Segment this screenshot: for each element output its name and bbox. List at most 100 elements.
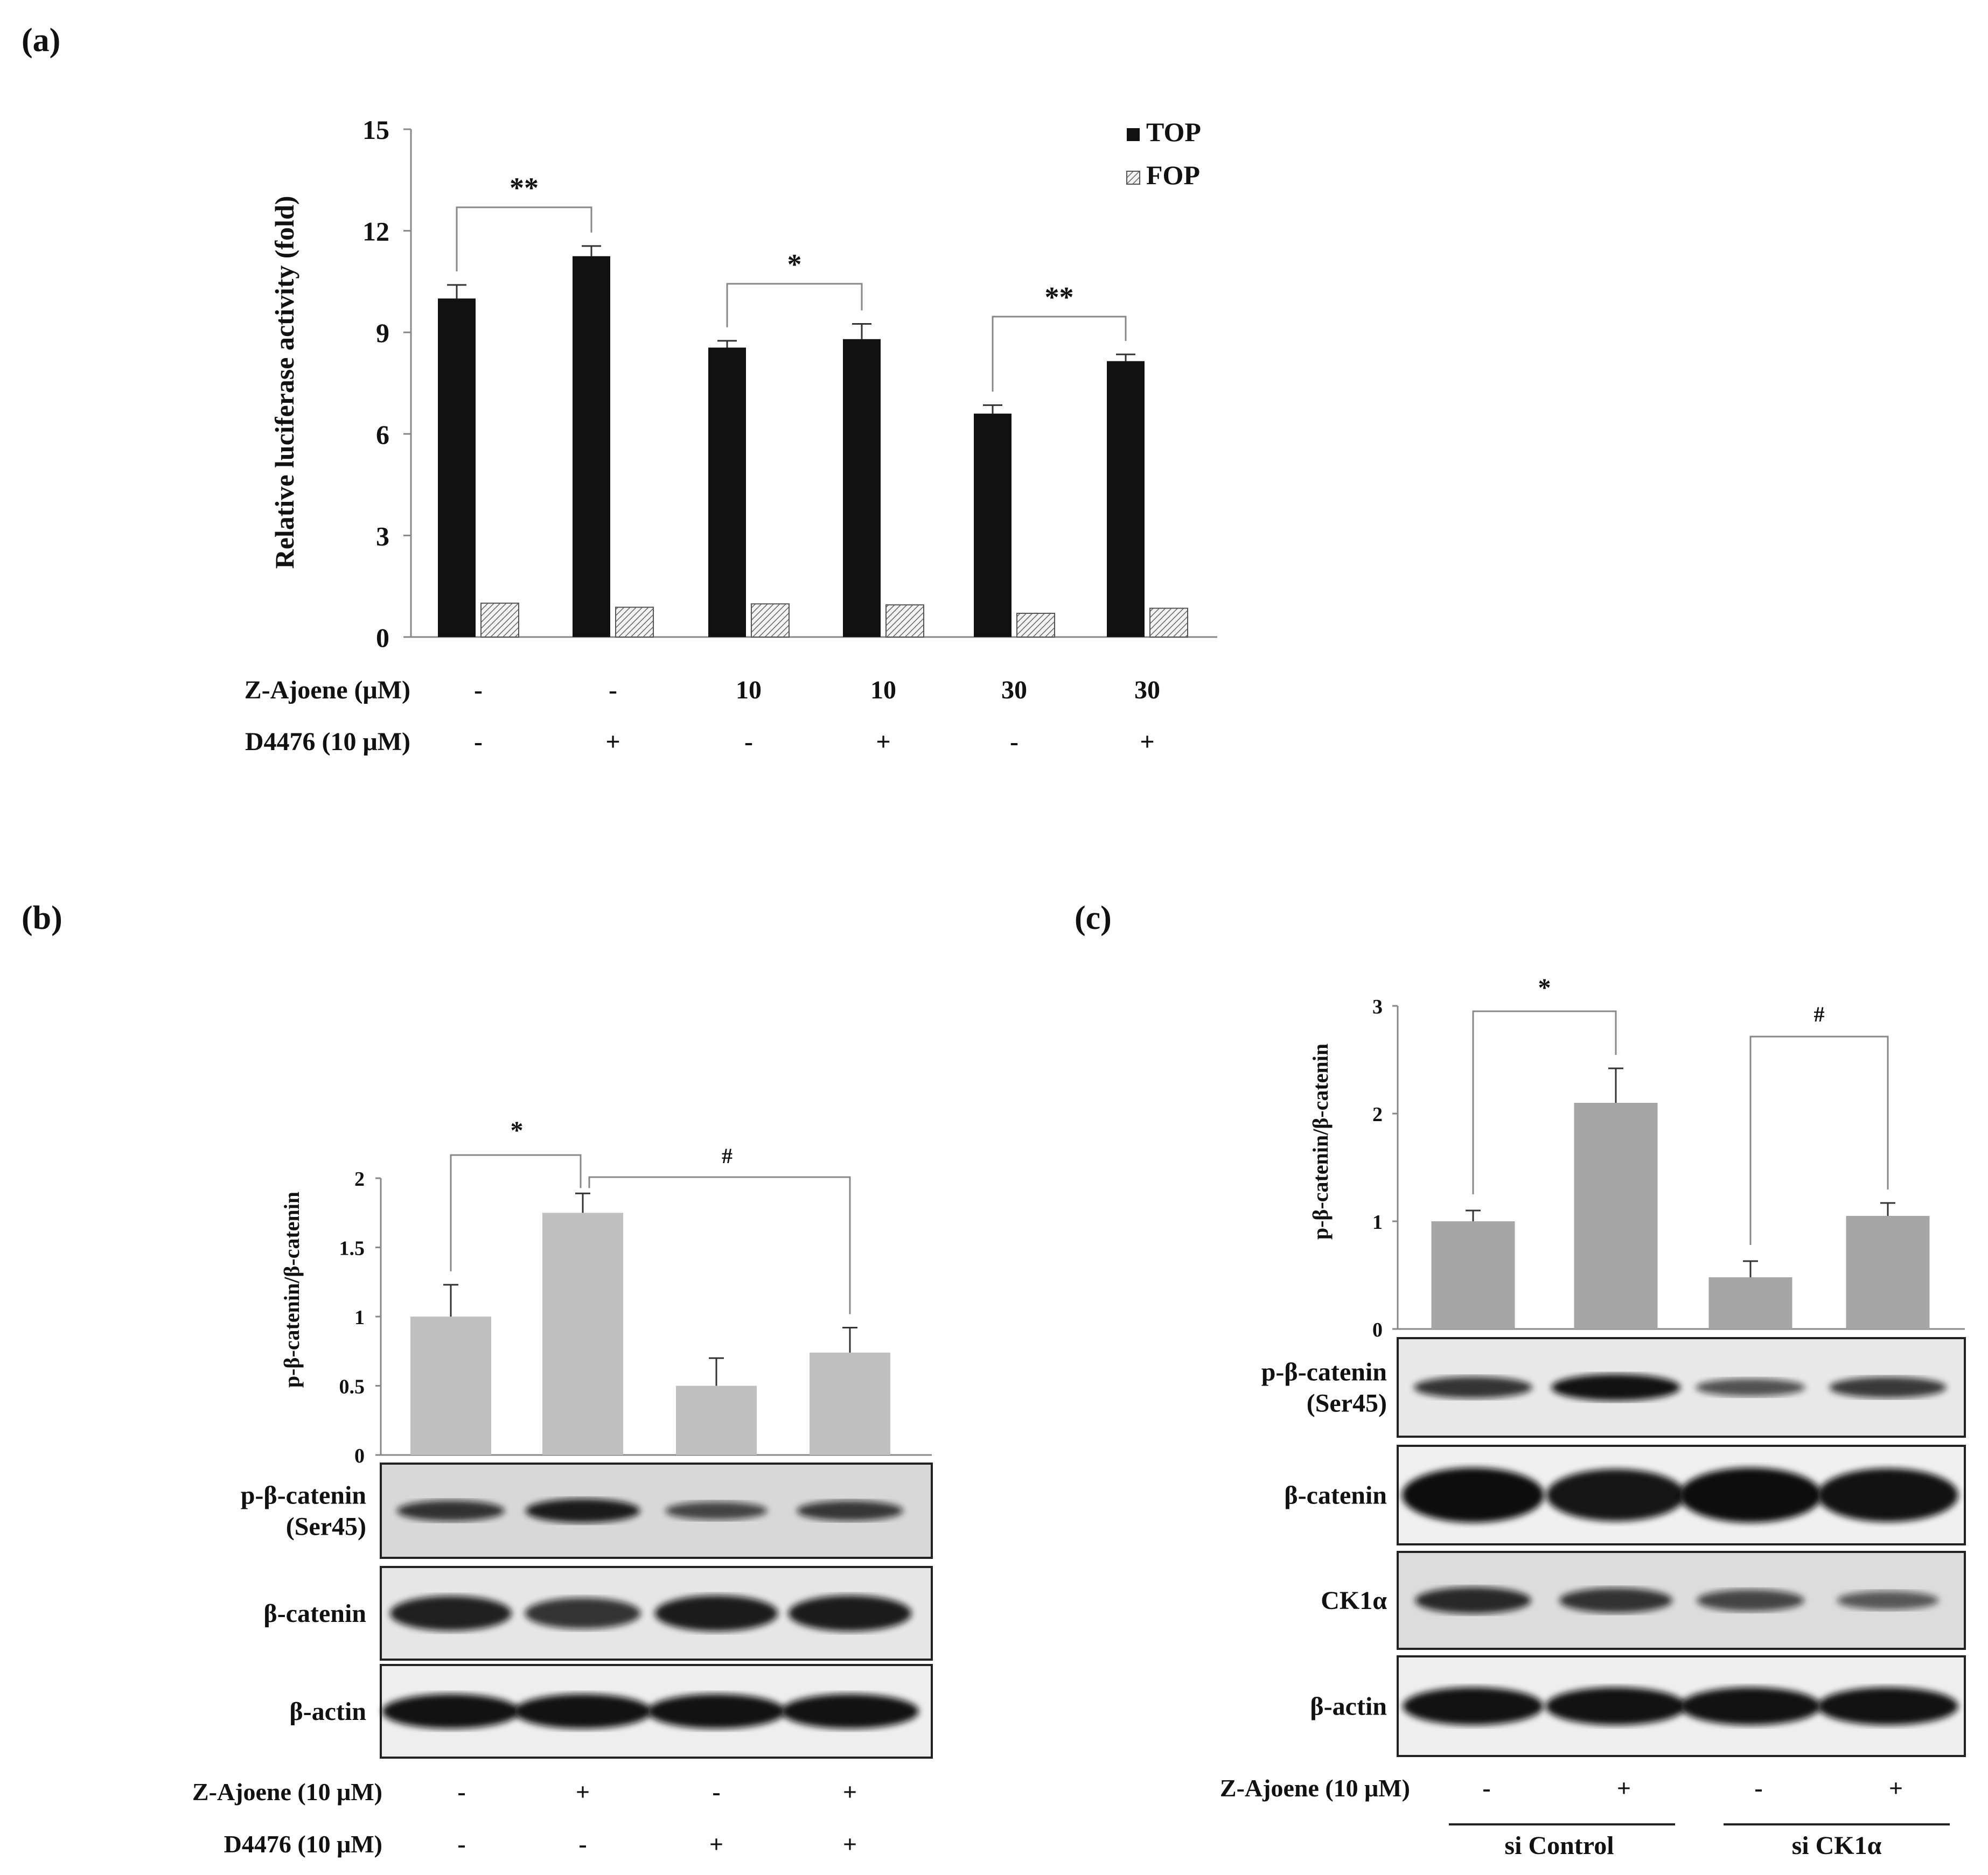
y-tick-label: 2 [354, 1168, 365, 1191]
significance-bracket [456, 206, 592, 272]
error-bar [443, 1284, 458, 1317]
y-tick-label: 2 [1372, 1103, 1383, 1126]
blot-band [1415, 1587, 1531, 1614]
bar [1846, 1216, 1930, 1329]
blot-band [654, 1595, 778, 1632]
condition-value: + [605, 727, 620, 756]
condition-value: - [609, 676, 617, 704]
bar-top [1107, 361, 1145, 637]
condition-value: 30 [1134, 676, 1160, 704]
bar-top [843, 339, 881, 637]
blot-band [1545, 1687, 1686, 1725]
condition-value: + [843, 1830, 857, 1858]
y-tick-label: 1 [354, 1306, 365, 1329]
y-tick-label: 0 [1372, 1319, 1383, 1341]
error-bar [709, 1357, 724, 1386]
panel-label: (c) [1075, 900, 1112, 936]
blot-band [788, 1595, 912, 1632]
bar-top [974, 414, 1012, 637]
condition-value: + [1889, 1774, 1903, 1802]
significance-label: ** [510, 172, 539, 204]
blot-band [514, 1694, 652, 1729]
blot-band [1679, 1467, 1822, 1523]
error-bar [1466, 1209, 1481, 1221]
significance-label: ** [1045, 281, 1074, 313]
blot-band [797, 1500, 903, 1521]
significance-label: # [722, 1144, 733, 1168]
condition-value: - [712, 1778, 720, 1806]
condition-value: - [578, 1830, 587, 1858]
condition-label: Z-Ajoene (μM) [245, 676, 410, 704]
bar [410, 1317, 491, 1455]
group-label: si CK1α [1792, 1831, 1882, 1860]
significance-bracket [1472, 1010, 1617, 1194]
condition-value: + [709, 1830, 723, 1858]
blot-band [390, 1596, 512, 1631]
error-bar [1880, 1202, 1895, 1216]
blot-band [1817, 1687, 1958, 1725]
bar-top [708, 347, 746, 637]
condition-value: + [876, 727, 890, 756]
bar-fop [480, 603, 519, 638]
blot-band [647, 1694, 785, 1729]
y-axis-label: p-β-catenin/β-catenin [1308, 1044, 1333, 1240]
error-bar [575, 1192, 590, 1213]
blot-band [1696, 1379, 1805, 1396]
bar [1431, 1221, 1515, 1329]
condition-value: - [1754, 1774, 1762, 1802]
condition-value: - [474, 727, 483, 756]
blot-band [382, 1694, 520, 1729]
blot-label: β-catenin [1284, 1481, 1387, 1510]
error-bar [842, 1327, 857, 1353]
y-tick-label: 0.5 [339, 1376, 365, 1398]
error-bar [1116, 353, 1135, 361]
significance-bracket [992, 316, 1127, 392]
condition-value: - [474, 676, 483, 704]
legend-swatch-fop [1126, 171, 1140, 185]
error-bar [1743, 1260, 1758, 1277]
blot-band [1559, 1587, 1672, 1613]
significance-bracket [588, 1176, 851, 1314]
condition-value: + [1140, 727, 1154, 756]
significance-bracket [726, 283, 863, 327]
blot-label: β-actin [1310, 1692, 1387, 1721]
condition-value: + [1617, 1774, 1631, 1802]
condition-label: D4476 (10 μM) [224, 1830, 382, 1858]
bar-fop [1149, 607, 1188, 638]
blot-band [1829, 1376, 1947, 1398]
y-tick-label: 3 [1372, 996, 1383, 1018]
error-bar [852, 323, 871, 339]
condition-value: - [1010, 727, 1019, 756]
legend-label: TOP [1146, 117, 1201, 147]
y-tick-label: 1.5 [339, 1237, 365, 1260]
blot-band [1403, 1687, 1544, 1725]
condition-value: 10 [736, 676, 762, 704]
blot-label: β-actin [289, 1697, 366, 1726]
blot-band [1680, 1687, 1821, 1725]
blot-band [525, 1499, 640, 1523]
condition-value: - [457, 1830, 465, 1858]
bar [1708, 1277, 1792, 1329]
significance-label: * [787, 248, 802, 281]
y-axis-label: Relative luciferase activity (fold) [269, 196, 299, 569]
blot-label: CK1α [1321, 1586, 1387, 1615]
condition-label: Z-Ajoene (10 μM) [192, 1778, 382, 1806]
blot-label: p-β-catenin [241, 1481, 366, 1510]
panel-label: (b) [22, 900, 62, 936]
blot-band [1402, 1467, 1544, 1523]
blot-band [397, 1500, 505, 1521]
bar-fop [615, 606, 654, 638]
y-tick-label: 15 [362, 115, 389, 145]
bar-top [573, 256, 610, 637]
condition-value: 10 [870, 676, 896, 704]
condition-value: - [744, 727, 753, 756]
panel-label: (a) [22, 22, 60, 59]
blot-band [525, 1598, 641, 1629]
blot-band [1414, 1376, 1532, 1398]
group-label: si Control [1504, 1831, 1614, 1860]
legend-label: FOP [1146, 160, 1200, 190]
y-tick-label: 0 [376, 622, 389, 653]
blot-label: (Ser45) [1307, 1389, 1387, 1418]
y-tick-label: 0 [354, 1445, 365, 1467]
